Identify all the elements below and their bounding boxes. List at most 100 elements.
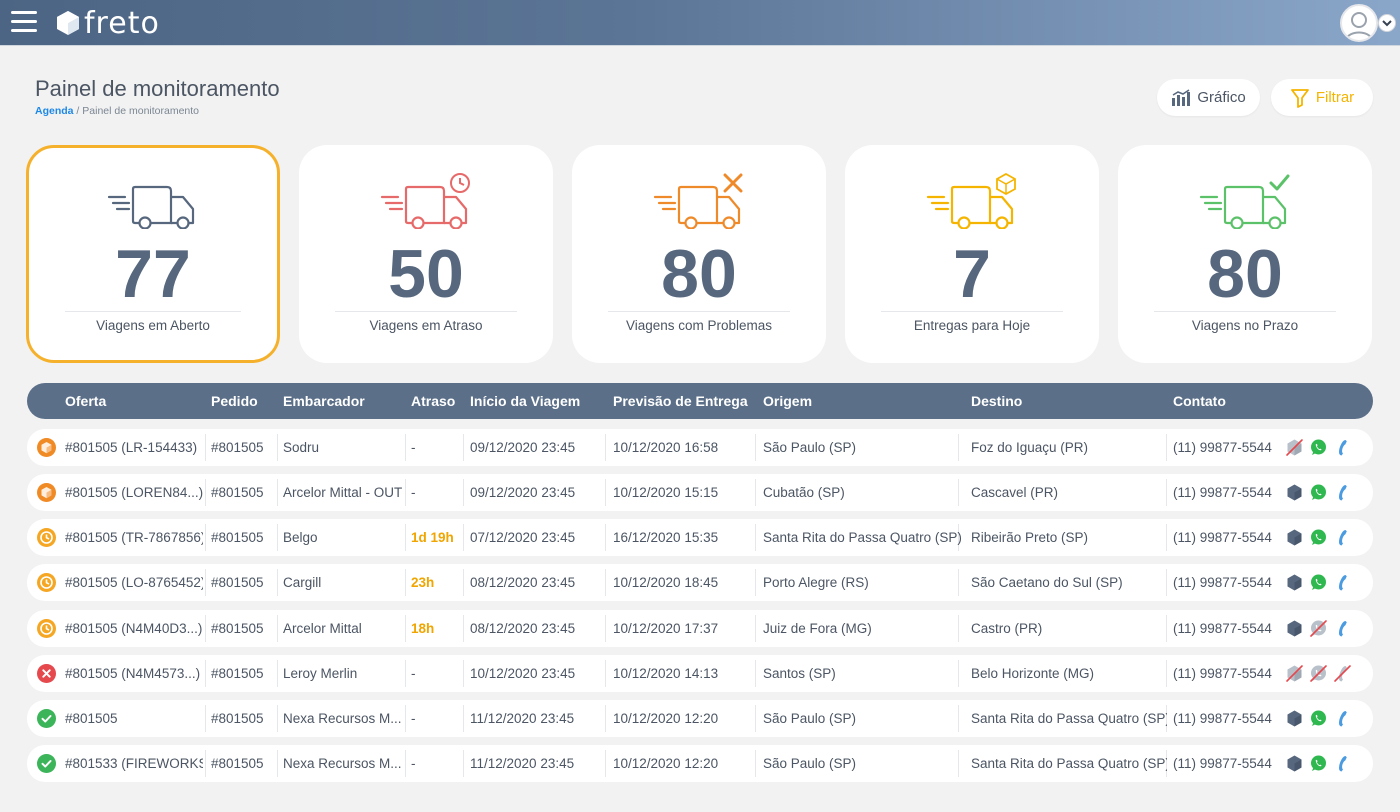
- col-origem[interactable]: Origem: [763, 393, 813, 409]
- phone-icon[interactable]: [1333, 709, 1352, 728]
- filtrar-button[interactable]: Filtrar: [1271, 79, 1373, 116]
- cell-embarcador: Nexa Recursos M...: [283, 756, 402, 772]
- table-row[interactable]: #801505 (N4M4573...) #801505 Leroy Merlin -…: [27, 654, 1373, 692]
- cell-atraso: -: [411, 756, 416, 772]
- col-pedido[interactable]: Pedido: [211, 393, 258, 409]
- cell-divider: [405, 704, 406, 732]
- cell-divider: [405, 569, 406, 597]
- freto-cube-icon[interactable]: [1285, 619, 1304, 638]
- table-header: Oferta Pedido Embarcador Atraso Início d…: [27, 383, 1373, 419]
- cell-destino: Foz do Iguaçu (PR): [971, 440, 1089, 455]
- freto-cube-icon[interactable]: [1285, 709, 1304, 728]
- stat-card-4[interactable]: 7 Entregas para Hoje: [845, 145, 1099, 363]
- cell-inicio: 10/12/2020 23:45: [470, 665, 576, 681]
- clock-status-icon: [37, 618, 56, 638]
- menu-icon[interactable]: [11, 11, 37, 33]
- cell-contato: (11) 99877-5544: [1173, 485, 1272, 501]
- card-divider: [608, 311, 790, 312]
- table-row[interactable]: #801505 (LO-8765452) #801505 Cargill 23h 08/…: [27, 564, 1373, 602]
- cell-divider: [605, 750, 606, 778]
- whatsapp-icon[interactable]: [1309, 528, 1328, 547]
- phone-icon[interactable]: [1333, 483, 1352, 502]
- phone-icon[interactable]: [1333, 528, 1352, 547]
- breadcrumb-link-agenda[interactable]: Agenda: [35, 105, 74, 117]
- stat-card-2[interactable]: 50 Viagens em Atraso: [299, 145, 553, 363]
- stat-card-1[interactable]: 77 Viagens em Aberto: [26, 145, 280, 363]
- whatsapp-icon[interactable]: [1309, 438, 1328, 457]
- chevron-down-icon[interactable]: [1378, 14, 1396, 32]
- cell-previsao: 10/12/2020 17:37: [613, 620, 719, 636]
- cell-divider: [463, 614, 464, 642]
- freto-cube-icon[interactable]: [1285, 573, 1304, 592]
- stat-value: 77: [115, 236, 191, 312]
- cell-origem: Juiz de Fora (MG): [763, 620, 872, 636]
- cell-divider: [1166, 614, 1167, 642]
- whatsapp-icon[interactable]: [1309, 709, 1328, 728]
- table-row[interactable]: #801505 (N4M40D3...) #801505 Arcelor Mitta…: [27, 609, 1373, 647]
- col-inicio-viagem[interactable]: Início da Viagem: [470, 393, 581, 409]
- logo-cube-icon: [57, 11, 79, 35]
- cell-divider: [205, 524, 206, 552]
- card-divider: [1154, 311, 1336, 312]
- cell-divider: [958, 524, 959, 552]
- col-oferta[interactable]: Oferta: [65, 393, 107, 409]
- cell-divider: [205, 704, 206, 732]
- phone-icon[interactable]: [1333, 619, 1352, 638]
- package-status-icon: [37, 438, 56, 457]
- cell-destino: Belo Horizonte (MG): [971, 665, 1095, 681]
- cell-inicio: 11/12/2020 23:45: [470, 710, 575, 726]
- brand-name: freto: [84, 5, 160, 41]
- phone-icon[interactable]: [1333, 573, 1352, 592]
- stat-label: Viagens em Aberto: [96, 318, 210, 333]
- tools-icon: [723, 173, 743, 193]
- cell-divider: [958, 569, 959, 597]
- stat-card-3[interactable]: 80 Viagens com Problemas: [572, 145, 826, 363]
- cell-divider: [958, 659, 959, 687]
- phone-icon[interactable]: [1333, 438, 1352, 457]
- whatsapp-icon[interactable]: [1309, 573, 1328, 592]
- cell-origem: Santa Rita do Passa Quatro (SP): [763, 530, 962, 546]
- table-row[interactable]: #801533 (FIREWORKS) #801505 Nexa Recursos …: [27, 745, 1373, 783]
- cell-embarcador: Cargill: [283, 575, 322, 591]
- cell-embarcador: Belgo: [283, 530, 318, 546]
- cell-divider: [1166, 479, 1167, 507]
- whatsapp-icon[interactable]: [1309, 483, 1328, 502]
- stat-value: 80: [661, 236, 737, 312]
- table-row[interactable]: #801505 (LR-154433) #801505 Sodru - 09/12/20…: [27, 429, 1373, 466]
- cell-contato: (11) 99877-5544: [1173, 665, 1272, 681]
- cell-divider: [277, 434, 278, 461]
- col-embarcador[interactable]: Embarcador: [283, 393, 365, 409]
- grafico-button[interactable]: Gráfico: [1157, 79, 1260, 116]
- cell-pedido: #801505: [211, 710, 264, 726]
- col-contato[interactable]: Contato: [1173, 393, 1226, 409]
- cell-divider: [605, 524, 606, 552]
- col-previsao-entrega[interactable]: Previsão de Entrega: [613, 393, 748, 409]
- brand-logo[interactable]: freto: [56, 5, 160, 41]
- cell-previsao: 10/12/2020 15:15: [613, 485, 719, 501]
- cell-divider: [277, 614, 278, 642]
- cell-destino: São Caetano do Sul (SP): [971, 575, 1123, 591]
- freto-cube-icon[interactable]: [1285, 483, 1304, 502]
- cell-atraso: -: [411, 665, 416, 681]
- cell-divider: [463, 704, 464, 732]
- phone-icon-disabled: [1333, 664, 1352, 683]
- cell-pedido: #801505: [211, 665, 264, 681]
- cell-divider: [277, 750, 278, 778]
- table-row[interactable]: #801505 #801505 Nexa Recursos M... - 11/12/2…: [27, 699, 1373, 737]
- cell-inicio: 09/12/2020 23:45: [470, 485, 576, 501]
- stat-card-5[interactable]: 80 Viagens no Prazo: [1118, 145, 1372, 363]
- col-destino[interactable]: Destino: [971, 393, 1023, 409]
- table-row[interactable]: #801505 (LOREN84...) #801505 Arcelor Mitta…: [27, 474, 1373, 512]
- freto-cube-icon[interactable]: [1285, 528, 1304, 547]
- freto-cube-icon[interactable]: [1285, 754, 1304, 773]
- whatsapp-icon[interactable]: [1309, 754, 1328, 773]
- table-row[interactable]: #801505 (TR-7867856) #801505 Belgo 1d 19h 07…: [27, 519, 1373, 557]
- cell-divider: [405, 434, 406, 461]
- cell-divider: [277, 704, 278, 732]
- cell-divider: [277, 479, 278, 507]
- clock-status-icon: [37, 528, 56, 548]
- cell-inicio: 09/12/2020 23:45: [470, 440, 576, 455]
- phone-icon[interactable]: [1333, 754, 1352, 773]
- user-avatar[interactable]: [1340, 4, 1378, 42]
- col-atraso[interactable]: Atraso: [411, 393, 456, 409]
